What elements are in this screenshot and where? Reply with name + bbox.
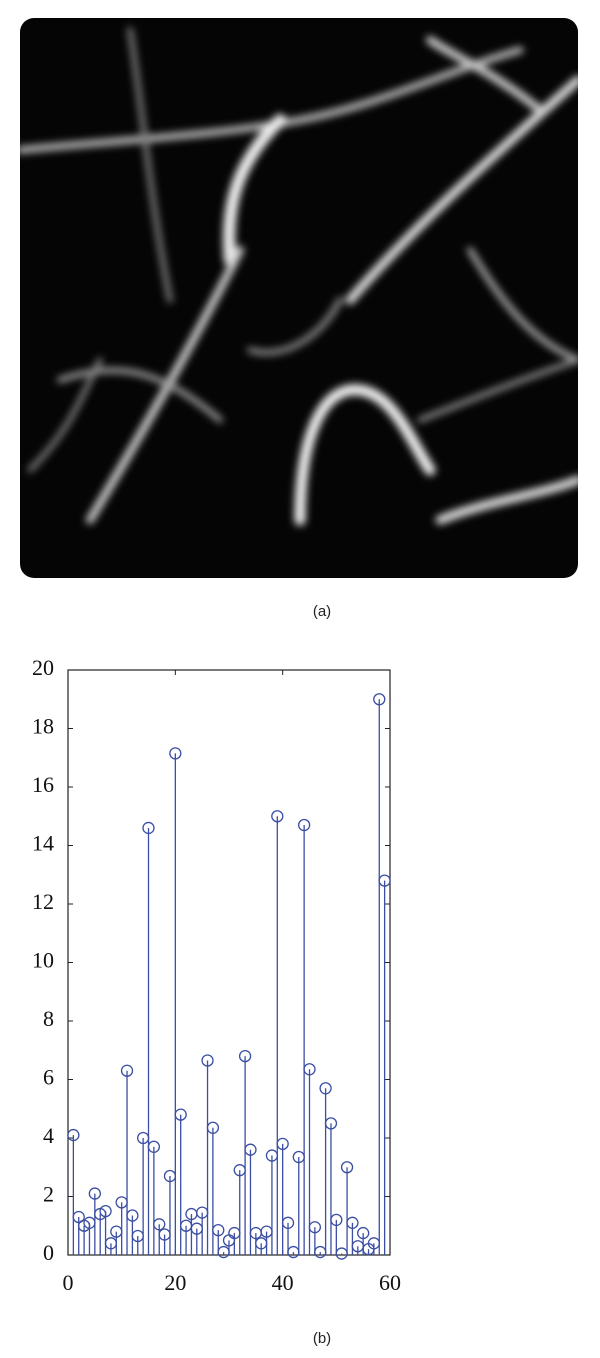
x-tick-label: 40 bbox=[272, 1270, 294, 1295]
stem-marker bbox=[340, 1161, 354, 1174]
y-tick-label: 16 bbox=[32, 772, 54, 797]
stem-marker bbox=[67, 1128, 80, 1142]
stem-marker bbox=[169, 747, 182, 760]
y-tick-label: 2 bbox=[43, 1182, 54, 1207]
stem-marker bbox=[147, 1140, 161, 1153]
caption-a: (a) bbox=[313, 603, 331, 620]
y-tick-label: 12 bbox=[32, 889, 54, 914]
y-tick-label: 0 bbox=[43, 1240, 54, 1265]
stem-marker bbox=[330, 1213, 343, 1227]
stem-marker bbox=[244, 1143, 257, 1156]
stem-marker bbox=[281, 1216, 295, 1229]
caption-b: (b) bbox=[313, 1330, 331, 1347]
stem-marker bbox=[324, 1117, 338, 1130]
stem-marker bbox=[378, 874, 391, 887]
y-tick-label: 8 bbox=[43, 1006, 54, 1031]
stem-marker bbox=[297, 818, 311, 832]
stem-marker bbox=[319, 1082, 332, 1095]
stem-marker bbox=[271, 810, 284, 823]
y-tick-label: 14 bbox=[32, 831, 54, 856]
stem-marker bbox=[126, 1209, 139, 1222]
stem-marker bbox=[357, 1226, 370, 1240]
stem-marker bbox=[88, 1187, 101, 1200]
stem-marker bbox=[308, 1221, 322, 1234]
stem-marker bbox=[303, 1063, 316, 1076]
stem-marker bbox=[99, 1204, 112, 1218]
stem-marker bbox=[276, 1137, 289, 1150]
y-tick-label: 4 bbox=[43, 1123, 54, 1148]
stem-marker bbox=[346, 1216, 359, 1229]
stem-marker bbox=[212, 1223, 225, 1237]
stem-marker bbox=[72, 1210, 85, 1224]
stem-marker bbox=[373, 693, 386, 706]
stem-marker bbox=[142, 821, 155, 835]
x-tick-label: 20 bbox=[164, 1270, 186, 1295]
stem-marker bbox=[153, 1218, 166, 1231]
stem-marker bbox=[238, 1049, 252, 1063]
stem-marker bbox=[120, 1064, 134, 1077]
y-tick-label: 20 bbox=[32, 655, 54, 680]
micrograph bbox=[20, 18, 578, 578]
x-tick-label: 0 bbox=[63, 1270, 74, 1295]
stem-marker bbox=[206, 1121, 220, 1134]
stem-marker bbox=[201, 1054, 214, 1067]
y-tick-label: 6 bbox=[43, 1065, 54, 1090]
y-tick-label: 10 bbox=[32, 948, 54, 973]
y-tick-label: 18 bbox=[32, 714, 54, 739]
stem-marker bbox=[174, 1108, 187, 1121]
x-tick-label: 60 bbox=[379, 1270, 401, 1295]
